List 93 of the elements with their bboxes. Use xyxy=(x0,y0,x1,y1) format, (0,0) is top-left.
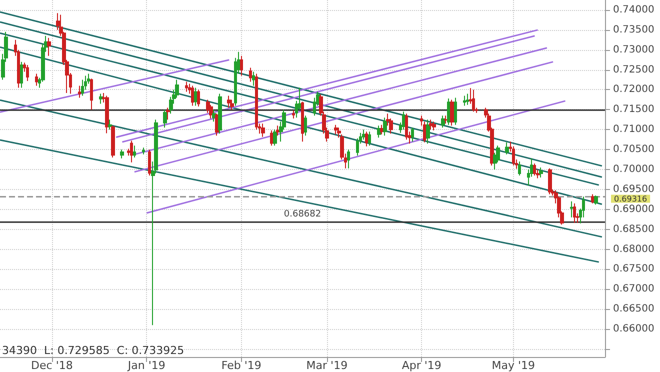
candlestick xyxy=(365,131,368,147)
candlestick xyxy=(304,115,307,136)
y-tick-label: 0.66000 xyxy=(613,324,654,335)
y-tick-label: 0.69500 xyxy=(613,184,654,195)
candlestick xyxy=(292,110,295,119)
candlestick xyxy=(148,149,151,176)
candlestick xyxy=(429,119,433,130)
y-tick-label: 0.74000 xyxy=(613,4,654,16)
y-tick-label: 0.67000 xyxy=(613,284,654,295)
annotation: 34390 L: 0.729585 C: 0.733925 xyxy=(2,344,184,357)
candlestick xyxy=(454,97,457,126)
y-tick-label: 0.66500 xyxy=(613,304,654,315)
x-tick-label: Apr '19 xyxy=(402,359,442,372)
candlestick xyxy=(383,117,387,136)
y-tick-label: 0.69000 xyxy=(613,204,654,215)
candlestick xyxy=(441,115,445,128)
candlestick xyxy=(512,146,515,166)
y-tick-label: 0.70500 xyxy=(613,144,654,156)
candlestick xyxy=(450,99,454,126)
candlestick xyxy=(194,87,197,106)
candlestick xyxy=(273,129,277,146)
candlestick xyxy=(505,142,509,155)
candlestick xyxy=(90,78,93,110)
candlestick xyxy=(163,109,167,128)
candlestick xyxy=(548,168,552,195)
candlestick xyxy=(368,131,371,146)
y-tick-label: 0.70000 xyxy=(613,164,654,176)
candlestick xyxy=(347,149,350,169)
candlestick xyxy=(444,115,448,124)
y-tick-label: 0.68000 xyxy=(613,244,654,255)
candlestick xyxy=(166,107,170,120)
candlestick xyxy=(35,73,38,86)
candlestick xyxy=(362,129,365,140)
candlestick xyxy=(466,93,469,106)
candlestick xyxy=(133,145,136,158)
candlestick xyxy=(432,121,436,131)
candlestick xyxy=(255,73,258,130)
candlestick xyxy=(26,64,29,82)
y-tick-label: 0.73500 xyxy=(613,24,654,36)
y-tick-label: 0.71000 xyxy=(613,124,654,136)
candlestick xyxy=(105,95,109,134)
candlestick xyxy=(142,147,145,155)
candlestick xyxy=(108,119,112,130)
candlestick xyxy=(81,79,84,96)
candlestick xyxy=(389,118,393,134)
candlestick xyxy=(334,124,338,135)
candlestick xyxy=(570,200,573,218)
x-tick-label: Dec '18 xyxy=(31,359,73,372)
candlestick xyxy=(111,125,115,158)
candlestick xyxy=(197,89,200,107)
candlestick xyxy=(380,124,384,135)
candlestick xyxy=(405,113,408,140)
y-tick-label: 0.73000 xyxy=(613,44,654,56)
candlestick xyxy=(230,99,234,110)
y-tick-label: 0.67500 xyxy=(613,264,654,275)
candlestick xyxy=(240,55,243,76)
candlestick xyxy=(252,71,255,86)
candlestick xyxy=(463,95,466,106)
candlestick xyxy=(301,101,304,142)
candlestick xyxy=(276,125,280,136)
candlestick xyxy=(130,140,133,163)
candlestick xyxy=(411,127,414,142)
candlestick xyxy=(227,95,231,108)
candlestick xyxy=(426,119,430,144)
candlestick xyxy=(47,37,51,56)
y-tick-label: 0.72000 xyxy=(613,84,654,96)
candlestick xyxy=(402,111,405,130)
candlestick xyxy=(120,149,124,159)
y-tick-label: 0.72500 xyxy=(613,64,654,76)
x-tick-label: Mar '19 xyxy=(306,359,348,372)
candlestick xyxy=(249,67,252,82)
candlestick xyxy=(20,61,23,88)
candlestick xyxy=(261,123,265,138)
candlestick xyxy=(518,161,521,176)
candlestick xyxy=(472,89,475,112)
y-tick-label: 0.71500 xyxy=(613,104,654,116)
candlestick xyxy=(533,163,536,176)
candlestick xyxy=(539,167,543,178)
candlestick xyxy=(185,81,188,92)
candlestick xyxy=(78,85,81,98)
candlestick xyxy=(377,125,381,138)
ref-line-label: 0.68682 xyxy=(284,210,322,220)
x-tick-label: Jan '19 xyxy=(126,359,166,372)
y-tick-label: 0.68500 xyxy=(613,224,654,235)
candlestick xyxy=(191,85,194,106)
x-tick-label: Feb '19 xyxy=(221,359,262,372)
ref-line-label: 0.69316 xyxy=(614,194,648,204)
candlestick xyxy=(218,93,222,134)
candlestick xyxy=(99,93,103,104)
x-tick-label: May '19 xyxy=(492,359,535,372)
candlestick xyxy=(594,194,598,206)
candlestick xyxy=(573,202,576,224)
candlestick xyxy=(212,109,216,122)
